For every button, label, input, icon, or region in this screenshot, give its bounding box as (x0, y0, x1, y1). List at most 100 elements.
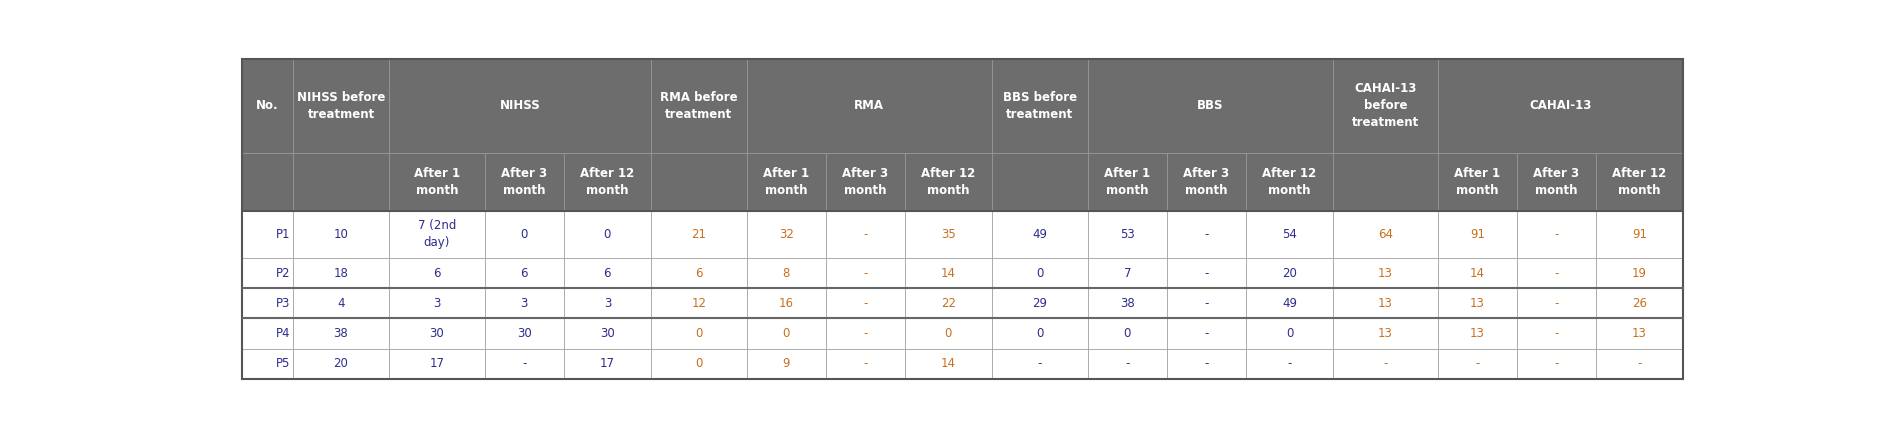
Bar (242, 258, 293, 288)
Text: 64: 64 (1378, 228, 1393, 241)
Bar (1439, 211, 1517, 258)
Text: After 1
month: After 1 month (1454, 167, 1501, 197)
Bar (485, 288, 563, 318)
Text: 14: 14 (941, 267, 956, 280)
Text: -: - (1204, 267, 1209, 280)
Text: 6: 6 (520, 267, 528, 280)
Bar (1166, 288, 1247, 318)
Text: 14: 14 (941, 357, 956, 370)
Bar (242, 58, 293, 153)
Bar (826, 258, 905, 288)
Text: 49: 49 (1033, 228, 1048, 241)
Text: 0: 0 (520, 228, 528, 241)
Bar (563, 349, 652, 379)
Bar (1596, 318, 1683, 349)
Bar (1087, 211, 1166, 258)
Text: -: - (1555, 327, 1559, 340)
Text: 13: 13 (1470, 327, 1485, 340)
Text: NIHSS before
treatment: NIHSS before treatment (297, 91, 385, 121)
Text: 0: 0 (695, 357, 702, 370)
Bar (389, 318, 485, 349)
Text: 91: 91 (1632, 228, 1647, 241)
Text: After 12
month: After 12 month (1262, 167, 1316, 197)
Text: -: - (1555, 357, 1559, 370)
Bar (747, 288, 826, 318)
Text: 9: 9 (783, 357, 791, 370)
Bar (1333, 211, 1439, 258)
Bar (1087, 58, 1333, 153)
Text: No.: No. (255, 100, 280, 113)
Bar (652, 211, 747, 258)
Bar (1439, 349, 1517, 379)
Bar (1333, 258, 1439, 288)
Bar (1087, 318, 1166, 349)
Text: -: - (1555, 297, 1559, 310)
Bar (293, 288, 389, 318)
Text: RMA before
treatment: RMA before treatment (659, 91, 738, 121)
Text: After 3
month: After 3 month (1183, 167, 1230, 197)
Bar (293, 349, 389, 379)
Text: 38: 38 (1119, 297, 1134, 310)
Text: 26: 26 (1632, 297, 1647, 310)
Text: 6: 6 (434, 267, 441, 280)
Bar (563, 258, 652, 288)
Bar (905, 211, 992, 258)
Bar (1087, 153, 1166, 211)
Bar (1333, 288, 1439, 318)
Bar (389, 211, 485, 258)
Text: 7: 7 (1123, 267, 1131, 280)
Bar (389, 58, 652, 153)
Bar (652, 288, 747, 318)
Text: -: - (1474, 357, 1480, 370)
Text: 54: 54 (1283, 228, 1298, 241)
Text: P2: P2 (276, 267, 291, 280)
Bar (1247, 288, 1333, 318)
Bar (242, 288, 293, 318)
Text: -: - (864, 228, 868, 241)
Text: 6: 6 (603, 267, 610, 280)
Text: 14: 14 (1470, 267, 1485, 280)
Text: -: - (1204, 297, 1209, 310)
Bar (1439, 58, 1683, 153)
Text: 22: 22 (941, 297, 956, 310)
Bar (826, 288, 905, 318)
Text: 0: 0 (695, 327, 702, 340)
Text: -: - (1555, 228, 1559, 241)
Bar (1596, 211, 1683, 258)
Text: After 1
month: After 1 month (413, 167, 460, 197)
Text: 20: 20 (1283, 267, 1298, 280)
Bar (652, 153, 747, 211)
Bar (652, 258, 747, 288)
Bar (747, 58, 992, 153)
Bar (485, 153, 563, 211)
Bar (242, 153, 293, 211)
Text: -: - (1204, 327, 1209, 340)
Bar (1333, 58, 1439, 153)
Text: 29: 29 (1033, 297, 1048, 310)
Bar (1517, 288, 1596, 318)
Text: 18: 18 (334, 267, 349, 280)
Text: 30: 30 (516, 327, 531, 340)
Text: After 12
month: After 12 month (922, 167, 975, 197)
Bar (747, 211, 826, 258)
Bar (992, 258, 1087, 288)
Text: 0: 0 (1123, 327, 1131, 340)
Bar (1439, 153, 1517, 211)
Bar (1517, 211, 1596, 258)
Bar (1247, 153, 1333, 211)
Text: After 1
month: After 1 month (1104, 167, 1151, 197)
Bar (1166, 258, 1247, 288)
Text: After 12
month: After 12 month (1613, 167, 1666, 197)
Bar (1087, 349, 1166, 379)
Text: -: - (1125, 357, 1129, 370)
Bar (992, 288, 1087, 318)
Text: After 3
month: After 3 month (1534, 167, 1579, 197)
Bar (747, 318, 826, 349)
Bar (1439, 258, 1517, 288)
Text: -: - (864, 327, 868, 340)
Text: 38: 38 (334, 327, 349, 340)
Bar (905, 318, 992, 349)
Bar (563, 211, 652, 258)
Bar (747, 258, 826, 288)
Text: 8: 8 (783, 267, 791, 280)
